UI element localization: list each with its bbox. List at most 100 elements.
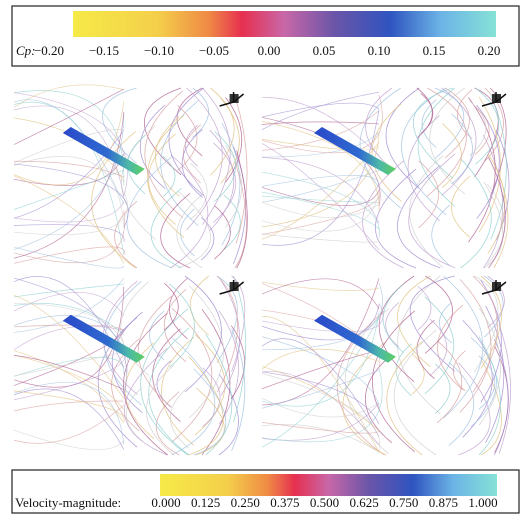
streamline <box>364 354 393 444</box>
streamline <box>451 175 470 238</box>
streamline <box>202 87 231 225</box>
streamline <box>417 286 432 331</box>
streamline <box>13 354 125 411</box>
streamline <box>261 121 380 125</box>
streamline <box>184 124 198 167</box>
streamline <box>261 186 380 206</box>
streamline <box>434 87 464 159</box>
streamline <box>362 160 405 269</box>
streamline <box>261 303 384 333</box>
streamline <box>397 275 431 368</box>
streamline <box>13 400 124 412</box>
streamline <box>180 208 195 257</box>
streamline <box>13 350 126 377</box>
streamline <box>443 275 484 419</box>
streamline <box>236 150 248 269</box>
streamline <box>13 277 125 333</box>
streamline <box>138 295 172 408</box>
streamline <box>261 121 380 211</box>
streamline <box>126 156 173 269</box>
streamline <box>13 175 125 264</box>
streamline <box>170 154 209 269</box>
streamline <box>478 336 501 456</box>
streamline <box>472 275 498 393</box>
streamline <box>194 334 226 436</box>
streamline <box>13 246 125 264</box>
streamline <box>261 282 383 351</box>
streamline <box>359 87 402 209</box>
streamline <box>385 87 420 189</box>
plate <box>62 127 145 175</box>
streamline <box>13 354 124 390</box>
streamline <box>434 363 451 414</box>
streamline <box>169 283 195 368</box>
streamline <box>13 99 125 205</box>
streamline <box>13 130 125 219</box>
streamline <box>498 324 511 454</box>
streamline <box>448 361 474 446</box>
streamline <box>371 103 402 202</box>
streamline <box>261 133 380 228</box>
streamline <box>140 308 189 456</box>
tick-label: 0.875 <box>429 495 458 510</box>
streamline <box>382 283 404 354</box>
streamline <box>214 205 231 260</box>
streamline <box>436 340 463 424</box>
streamline <box>474 106 490 155</box>
streamline <box>478 355 496 410</box>
streamline <box>13 315 125 349</box>
streamline <box>181 128 203 198</box>
plate <box>62 314 145 363</box>
streamline <box>155 391 180 456</box>
streamline <box>140 104 166 190</box>
tick-label: −0.15 <box>89 43 119 58</box>
streamline <box>13 277 127 396</box>
streamline <box>160 192 191 269</box>
streamline <box>418 160 440 229</box>
streamline <box>426 87 467 197</box>
tick-label: −0.20 <box>34 43 64 58</box>
colorbar-label: Velocity-magnitude: <box>15 495 121 510</box>
streamline <box>188 355 224 456</box>
axis-triad <box>219 280 245 295</box>
streamline <box>462 320 493 438</box>
streamline <box>189 275 210 336</box>
streamline <box>484 87 504 162</box>
streamline <box>478 96 501 233</box>
streamline <box>163 288 187 363</box>
streamline <box>124 348 168 456</box>
streamline <box>261 157 380 224</box>
streamline <box>114 200 138 269</box>
streamline <box>13 112 125 251</box>
streamline <box>13 224 125 242</box>
streamline <box>261 278 380 310</box>
streamline <box>476 104 500 219</box>
streamline <box>459 279 492 413</box>
streamline <box>469 100 487 157</box>
streamline <box>13 169 124 210</box>
streamline <box>261 402 380 441</box>
tick-label: −0.10 <box>144 43 174 58</box>
streamline <box>261 131 380 158</box>
streamline <box>261 281 380 291</box>
streamline <box>261 191 380 230</box>
streamline <box>483 134 504 269</box>
streamline <box>478 308 502 426</box>
streamline <box>385 302 400 348</box>
streamline <box>261 304 380 341</box>
panel <box>13 84 248 269</box>
streamline <box>261 175 380 187</box>
streamline <box>261 233 380 243</box>
streamline <box>188 285 224 419</box>
streamline <box>487 275 505 328</box>
streamline <box>365 87 393 170</box>
streamline <box>126 387 143 442</box>
streamline <box>494 339 509 456</box>
axis-triad <box>219 92 245 107</box>
axis-triad <box>481 280 507 295</box>
streamline <box>168 277 188 340</box>
plate <box>314 127 396 175</box>
tick-label: 0.750 <box>389 495 418 510</box>
streamline <box>261 102 380 118</box>
streamline <box>261 170 380 203</box>
